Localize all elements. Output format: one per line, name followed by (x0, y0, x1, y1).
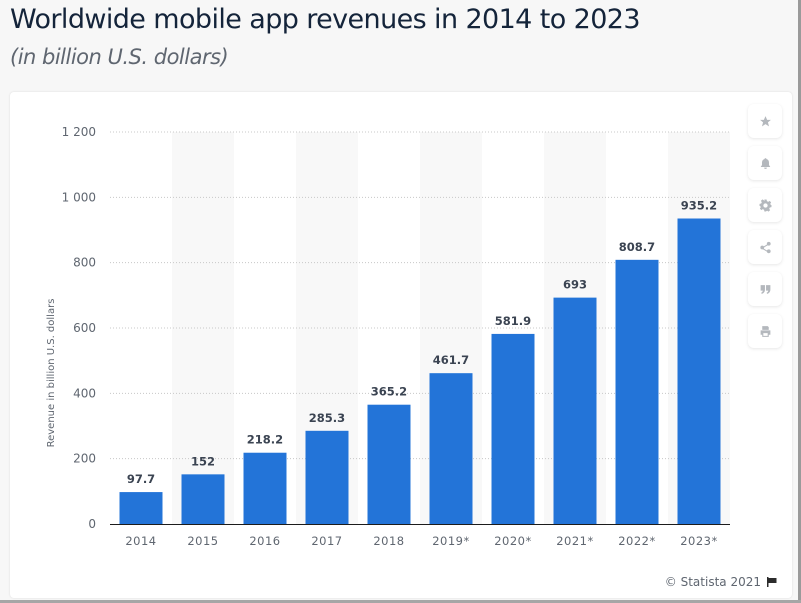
data-label: 97.7 (127, 472, 155, 486)
share-icon (759, 241, 771, 253)
star-icon (759, 115, 771, 126)
x-tick-label: 2020* (494, 534, 532, 548)
x-tick-label: 2021* (556, 534, 594, 548)
bar (181, 474, 225, 524)
y-tick-label: 1 000 (62, 190, 96, 204)
data-label: 693 (563, 278, 587, 292)
x-tick-label: 2019* (432, 534, 470, 548)
bar (119, 492, 163, 524)
flag-icon[interactable] (767, 577, 777, 587)
copyright-text: © Statista 2021 (664, 575, 761, 589)
data-label: 218.2 (247, 433, 283, 447)
y-tick-label: 400 (73, 386, 96, 400)
bell-icon (760, 157, 770, 169)
y-tick-label: 600 (73, 321, 96, 335)
data-label: 152 (191, 454, 215, 468)
bar (677, 218, 721, 524)
quote-icon (760, 284, 770, 294)
bar (305, 430, 349, 524)
x-tick-label: 2014 (125, 534, 156, 548)
data-label: 935.2 (681, 199, 717, 213)
settings-button[interactable] (748, 188, 782, 222)
data-label: 285.3 (309, 411, 345, 425)
chart-subtitle: (in billion U.S. dollars) (10, 45, 229, 69)
gear-icon (759, 198, 771, 212)
bar (243, 452, 287, 524)
notification-button[interactable] (748, 146, 782, 180)
window-bottom-edge (0, 600, 801, 603)
bar (553, 297, 597, 524)
x-tick-label: 2018 (373, 534, 404, 548)
data-label: 365.2 (371, 385, 407, 399)
side-toolbar (748, 104, 782, 356)
x-tick-label: 2016 (249, 534, 280, 548)
y-axis-ticks: 0 200 400 600 800 1 000 1 200 (62, 125, 96, 531)
chart-title: Worldwide mobile app revenues in 2014 to… (10, 4, 641, 35)
cite-button[interactable] (748, 272, 782, 306)
x-tick-label: 2023* (680, 534, 718, 548)
y-tick-label: 200 (73, 452, 96, 466)
printer-icon (760, 325, 770, 337)
x-tick-label: 2022* (618, 534, 656, 548)
data-label: 581.9 (495, 314, 531, 328)
bar (367, 404, 411, 524)
footer: © Statista 2021 (665, 575, 777, 589)
data-labels: 97.7 152 218.2 285.3 365.2 461.7 581.9 693 808.7… (127, 199, 717, 487)
bars (119, 218, 721, 524)
x-tick-label: 2017 (311, 534, 342, 548)
x-tick-label: 2015 (187, 534, 218, 548)
y-tick-label: 800 (73, 256, 96, 270)
y-axis-label: Revenue in billion U.S. dollars (46, 299, 57, 448)
x-axis-ticks: 2014 2015 2016 2017 2018 2019* 2020* 2021* 2022*… (125, 534, 717, 548)
bar (491, 333, 535, 524)
bar (429, 373, 473, 524)
share-button[interactable] (748, 230, 782, 264)
print-button[interactable] (748, 314, 782, 348)
bar (615, 259, 659, 524)
data-label: 461.7 (433, 353, 469, 367)
window-right-edge (798, 0, 801, 603)
y-tick-label: 1 200 (62, 125, 96, 139)
data-label: 808.7 (619, 240, 655, 254)
y-tick-label: 0 (88, 517, 96, 531)
favorite-button[interactable] (748, 104, 782, 138)
